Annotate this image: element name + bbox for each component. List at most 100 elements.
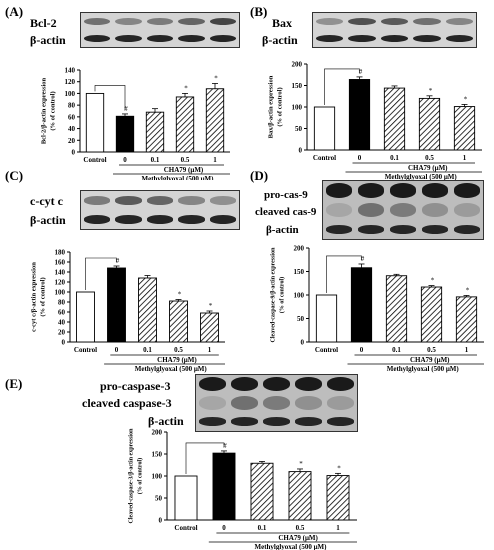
y-tick-label: 100 [292, 104, 303, 112]
blot-band [325, 183, 353, 198]
blot-band [83, 196, 111, 205]
blot-band [453, 183, 481, 198]
category-label: 0.5 [181, 156, 190, 164]
bar [385, 275, 408, 343]
blot-band [357, 183, 385, 198]
bar [169, 300, 188, 343]
blot-label-d-1: pro-cas-9 [264, 189, 308, 201]
blot-band [327, 396, 355, 410]
y-tick-label: 140 [65, 67, 76, 75]
comparison-bracket [185, 442, 225, 474]
significance-mark: * [337, 464, 341, 472]
blot-band [295, 377, 323, 392]
category-label: 0.5 [296, 524, 305, 532]
blot-band [380, 34, 409, 43]
significance-mark: # [116, 257, 120, 265]
y-tick-label: 100 [294, 292, 305, 300]
blot-band [348, 17, 376, 26]
blot-band [209, 196, 237, 205]
blot-band [325, 202, 353, 218]
blot-band [413, 17, 441, 26]
y-tick-label: 0 [299, 147, 303, 155]
bar-chart-c: 0 20 40 60 80 100 120 140 160 180 c-cyt c/β-actin … [31, 249, 225, 373]
western-blot-e [195, 374, 358, 432]
blot-band [421, 202, 449, 218]
blot-label-e-3: β-actin [148, 414, 184, 428]
x-axis-label-2: Methylglyoxal (500 μM) [387, 365, 460, 373]
bar [76, 291, 95, 343]
panel-label-d: (D) [250, 168, 269, 183]
blot-band [262, 396, 291, 410]
panel-label-b: (B) [250, 4, 268, 19]
bar [326, 475, 350, 521]
blot-band [357, 202, 385, 218]
blot-band [315, 34, 343, 43]
blot-band [380, 17, 409, 26]
y-axis-label: (% of control) [279, 277, 286, 313]
blot-band [453, 224, 481, 234]
blot-band [295, 396, 323, 410]
bar [115, 115, 135, 153]
category-label: 0.1 [392, 346, 401, 354]
significance-mark: * [178, 291, 182, 299]
blot-band [83, 17, 111, 26]
y-axis-label: c-cyt c/β-actin expression [31, 262, 38, 332]
blot-band [453, 202, 481, 218]
blot-band [146, 34, 174, 43]
y-tick-label: 200 [292, 61, 303, 69]
blot-band [421, 224, 449, 234]
blot-band [146, 17, 174, 26]
x-axis-label: CHA79 (μM) [278, 534, 318, 542]
category-label: 1 [465, 346, 469, 354]
y-tick-label: 200 [294, 245, 305, 253]
blot-band [178, 215, 205, 224]
y-tick-label: 100 [65, 90, 76, 98]
category-label: 0 [123, 156, 127, 164]
x-axis-label-2: Methylglyoxal (500 μM) [385, 173, 458, 180]
y-axis-label: Bcl-2/β-actin expression [41, 77, 48, 144]
blot-band [115, 215, 142, 224]
y-tick-label: 80 [68, 102, 76, 110]
blot-band [315, 17, 343, 26]
y-axis-label: (% of control) [277, 87, 284, 126]
y-tick-label: 150 [294, 268, 305, 276]
blot-band [295, 417, 323, 426]
bar [315, 294, 338, 343]
category-label: 0.1 [151, 156, 160, 164]
blot-label-b-2: β-actin [262, 33, 298, 47]
blot-label-c-1: c-cyt c [30, 194, 63, 208]
y-tick-label: 0 [72, 149, 76, 157]
y-tick-label: 120 [55, 279, 66, 287]
comparison-bracket [324, 68, 360, 105]
bar [383, 87, 406, 151]
category-label: 0.5 [427, 346, 436, 354]
category-label: 1 [213, 156, 217, 164]
y-tick-label: 120 [65, 78, 76, 86]
x-axis-label: CHA79 (μM) [157, 356, 197, 364]
y-axis-label: (% of control) [50, 91, 57, 130]
bar [453, 106, 476, 151]
significance-mark: * [184, 84, 188, 92]
western-blot-c [80, 190, 240, 230]
bar [288, 471, 312, 521]
blot-band [115, 196, 142, 205]
western-blot-d [322, 180, 484, 240]
blot-band [262, 377, 291, 392]
category-label: Control [174, 524, 197, 532]
blot-band [146, 215, 174, 224]
bar [138, 277, 157, 343]
significance-mark: * [431, 277, 435, 285]
category-label: 0.1 [258, 524, 267, 532]
category-label: 0 [358, 154, 362, 162]
y-tick-label: 100 [152, 473, 163, 481]
bar [85, 92, 105, 153]
bar [212, 452, 236, 521]
panel-label-c: (C) [5, 168, 24, 183]
x-axis-label: CHA79 (μM) [408, 164, 448, 172]
category-label: Control [315, 346, 338, 354]
significance-mark: # [361, 255, 365, 263]
y-axis-label: Cleaved-caspase-3/β-actin expression [129, 428, 135, 524]
y-tick-label: 40 [58, 319, 66, 327]
bar [205, 88, 225, 153]
y-axis-label: Cleaved-caspase-9/β-actin expression [271, 247, 277, 343]
